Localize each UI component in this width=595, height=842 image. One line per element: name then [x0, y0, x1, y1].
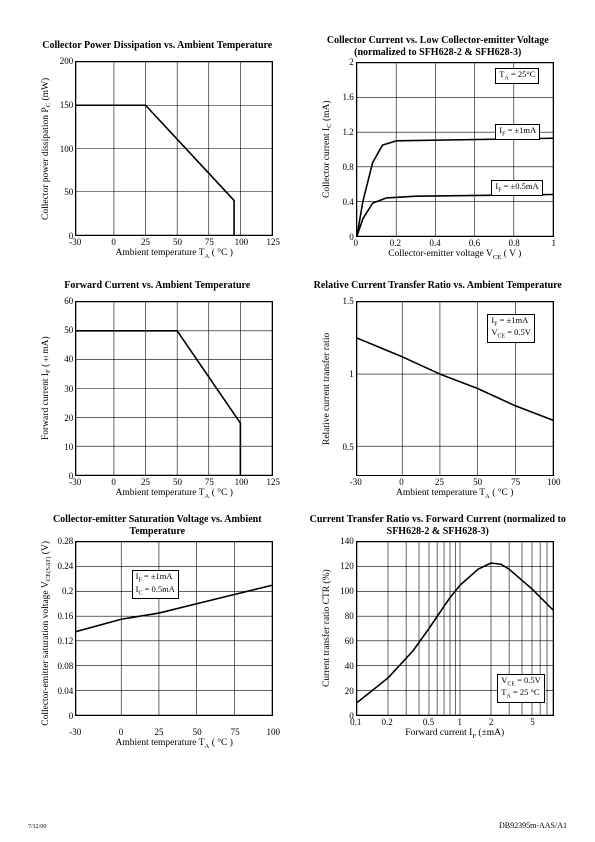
chart-title: Collector Power Dissipation vs. Ambient … [42, 35, 272, 57]
chart-annotation: IF = ±0.5mA [491, 180, 542, 197]
x-axis-label: Ambient temperature TA ( °C ) [75, 738, 273, 750]
x-ticks: 00.20.40.60.81 [356, 237, 554, 249]
plot-area: TA = 25°C IF = ±1mA IF = ±0.5mA [356, 62, 554, 237]
y-axis-label: Forward current IF (±mA) [41, 301, 53, 476]
charts-grid: Collector Power Dissipation vs. Ambient … [28, 35, 567, 750]
y-axis-label: Collector current IC (mA) [322, 62, 334, 237]
y-ticks: 050100150200 [53, 61, 75, 236]
plot-area: IF = ±1mAIC = 0.5mA [75, 541, 273, 716]
footer-docnum: DB92395m-AAS/A1 [499, 821, 567, 830]
plot-area: IF = ±1mAVCE = 0.5V [356, 301, 554, 476]
chart-body: Forward current IF (±mA)0102030405060-30… [41, 301, 273, 500]
chart-title: Collector Current vs. Low Collector-emit… [309, 35, 568, 58]
chart-annotation: TA = 25°C [495, 68, 539, 85]
x-ticks: -300255075100 [75, 726, 273, 738]
y-axis-label: Collector power dissipation PC (mW) [41, 61, 53, 236]
x-axis-label: Collector-emitter voltage VCE ( V ) [356, 249, 554, 261]
chart-annotation: VCE = 0.5VTA = 25 °C [497, 674, 545, 703]
y-axis-label: Relative current transfer ratio [322, 301, 334, 476]
chart-title: Collector-emitter Saturation Voltage vs.… [28, 514, 287, 537]
chart-annotation: IF = ±1mAIC = 0.5mA [132, 570, 179, 599]
chart-c6: Current Transfer Ratio vs. Forward Curre… [309, 514, 568, 750]
y-ticks: 020406080100120140 [334, 541, 356, 716]
x-axis-label: Ambient temperature TA ( °C ) [75, 248, 273, 260]
x-ticks: -300255075100125 [75, 236, 273, 248]
plot-area [75, 301, 273, 476]
footer-date: 7/12/00 [28, 824, 46, 830]
chart-title: Relative Current Transfer Ratio vs. Ambi… [314, 275, 562, 297]
x-axis-label: Forward current IF (±mA) [356, 728, 554, 740]
x-ticks: -300255075100125 [75, 476, 273, 488]
plot-area [75, 61, 273, 236]
y-ticks: 00.40.81.21.62 [334, 62, 356, 237]
chart-title: Current Transfer Ratio vs. Forward Curre… [309, 514, 568, 537]
x-axis-label: Ambient temperature TA ( °C ) [75, 488, 273, 500]
plot-area: VCE = 0.5VTA = 25 °C [356, 541, 554, 716]
chart-annotation: IF = ±1mAVCE = 0.5V [487, 314, 535, 343]
y-ticks: 0.511.5 [334, 301, 356, 476]
chart-body: Collector power dissipation PC (mW)05010… [41, 61, 273, 260]
chart-title: Forward Current vs. Ambient Temperature [64, 275, 250, 297]
x-axis-label: Ambient temperature TA ( °C ) [356, 488, 554, 500]
chart-body: Relative current transfer ratio0.511.5 IF… [322, 301, 554, 500]
y-axis-label: Collector-emitter saturation voltage VCE… [41, 541, 53, 726]
x-ticks: 0.10.20.5125 [356, 716, 554, 728]
chart-c4: Relative Current Transfer Ratio vs. Ambi… [309, 275, 568, 500]
y-ticks: 00.040.080.120.160.20.240.28 [53, 541, 75, 716]
x-ticks: -300255075100 [356, 476, 554, 488]
chart-body: Current transfer ratio CTR (%)0204060801… [322, 541, 554, 740]
y-axis-label: Current transfer ratio CTR (%) [322, 541, 334, 716]
chart-c2: Collector Current vs. Low Collector-emit… [309, 35, 568, 261]
chart-body: Collector-emitter saturation voltage VCE… [41, 541, 273, 750]
y-ticks: 0102030405060 [53, 301, 75, 476]
chart-c5: Collector-emitter Saturation Voltage vs.… [28, 514, 287, 750]
chart-c1: Collector Power Dissipation vs. Ambient … [28, 35, 287, 261]
chart-body: Collector current IC (mA)00.40.81.21.62T… [322, 62, 554, 261]
chart-annotation: IF = ±1mA [495, 124, 540, 141]
chart-c3: Forward Current vs. Ambient Temperature F… [28, 275, 287, 500]
datasheet-page: Collector Power Dissipation vs. Ambient … [0, 0, 595, 842]
